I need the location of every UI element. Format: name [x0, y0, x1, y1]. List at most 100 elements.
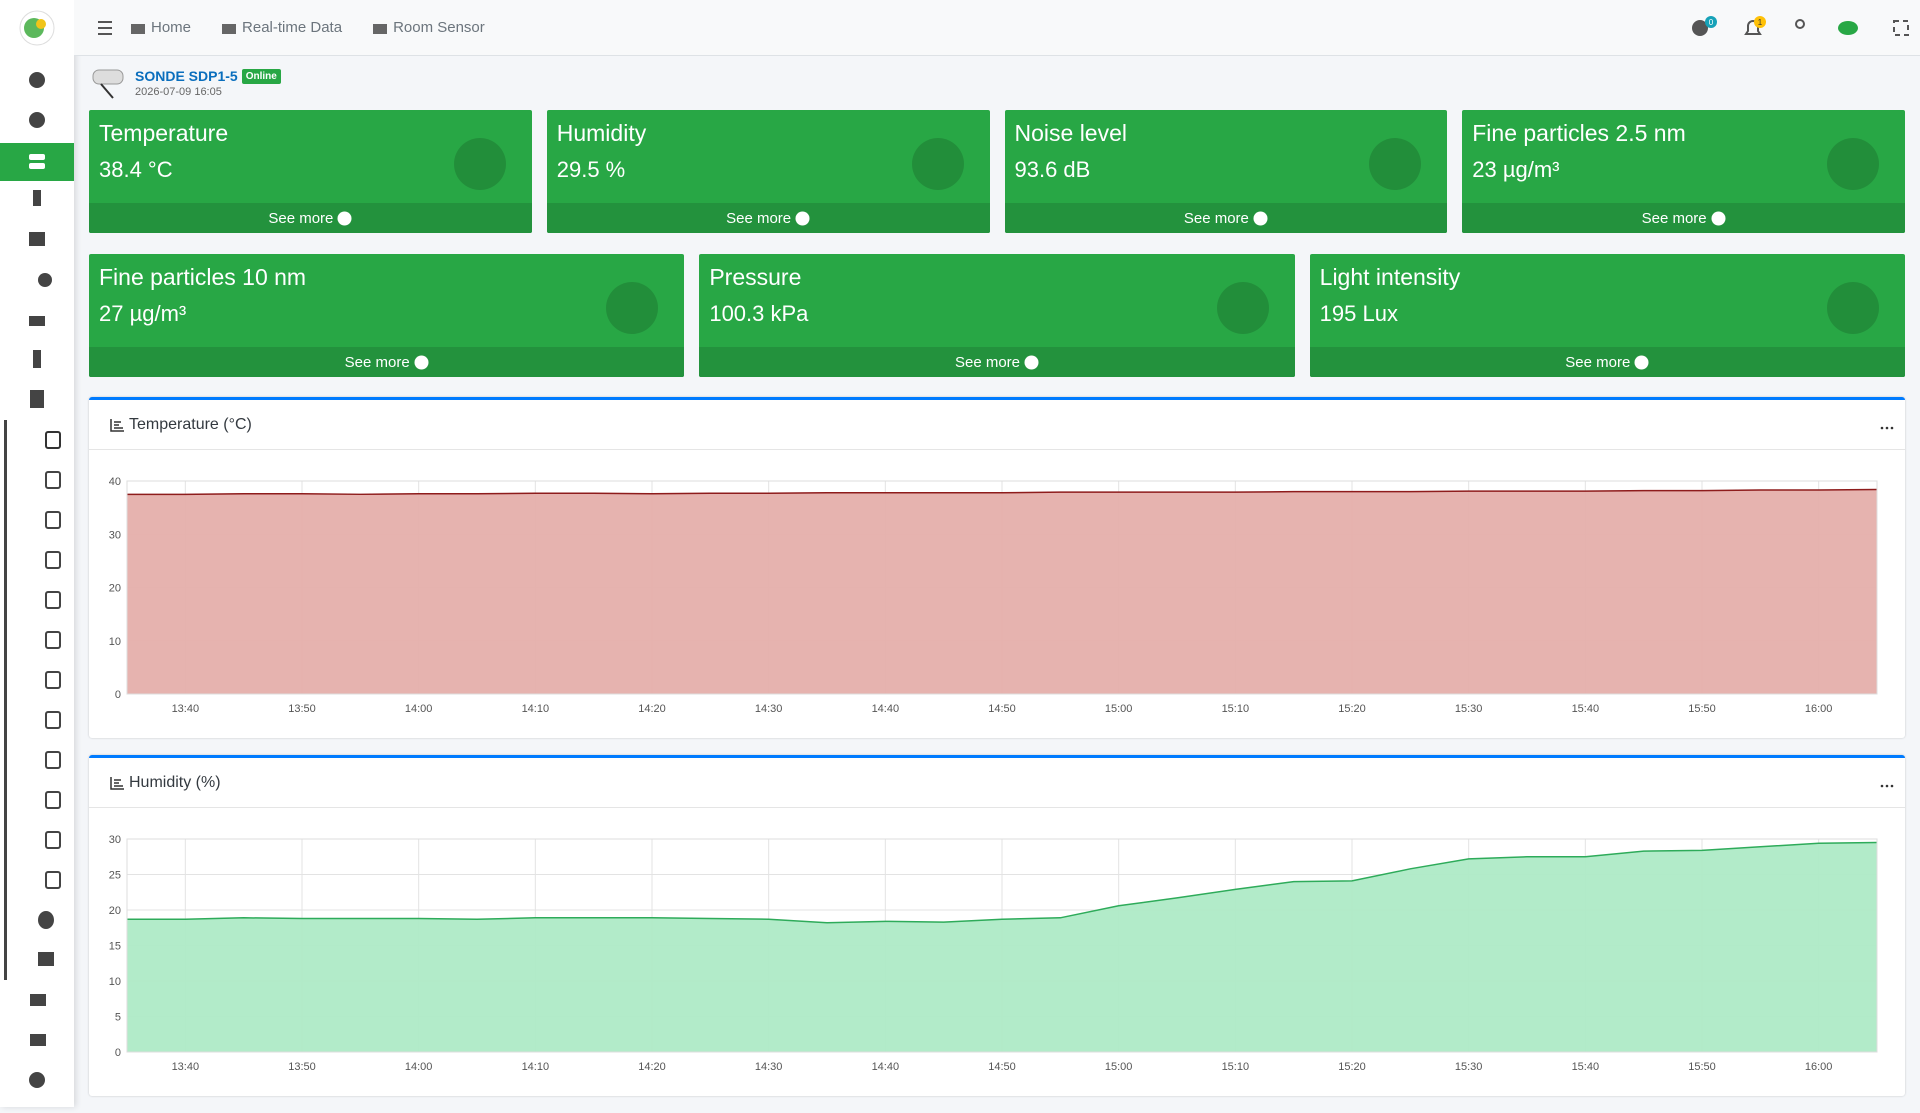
icon-shape: [414, 355, 429, 369]
x-tick-label: 14:30: [755, 703, 783, 715]
see-more[interactable]: See more: [1641, 209, 1707, 227]
chart-header: Temperature (°C): [89, 400, 1905, 450]
icon-shape: [1216, 282, 1269, 334]
nav-item[interactable]: Home: [130, 19, 191, 36]
chart-menu[interactable]: [1879, 782, 1895, 790]
see-more[interactable]: See more: [1183, 209, 1249, 227]
stat-card: Noise level 93.6 dB See more: [1004, 110, 1448, 233]
y-tick-label: 10: [109, 636, 121, 648]
device-image: [92, 69, 124, 99]
menu-icons: [4, 72, 61, 1088]
x-tick-label: 15:30: [1455, 703, 1483, 715]
card-value: 93.6 dB: [1014, 157, 1091, 182]
icon-shape: [1827, 138, 1879, 190]
icon-shape: [373, 23, 388, 34]
card-footer[interactable]: See more: [89, 203, 532, 233]
fullscreen[interactable]: [1893, 20, 1909, 36]
sidebar: [0, 0, 74, 1107]
chart-menu[interactable]: [1879, 424, 1895, 432]
plot-border: [126, 838, 1878, 1053]
arrow-icon: [1711, 211, 1726, 225]
card-footer[interactable]: See more: [546, 203, 990, 233]
nav-item[interactable]: Real-time Data: [221, 19, 342, 36]
x-tick-label: 14:50: [988, 1061, 1016, 1073]
x-tick-label: 15:10: [1222, 1061, 1250, 1073]
sidebar-icons: [0, 10, 74, 1088]
icon-shape: [337, 211, 352, 225]
dot: [1885, 784, 1889, 788]
badge: [1705, 16, 1717, 28]
card-value: 195 Lux: [1319, 301, 1398, 326]
icon-shape: [110, 776, 124, 790]
breadcrumb: Home Real-time Data Room Sensor: [130, 19, 515, 36]
x-tick-label: 14:00: [405, 1061, 433, 1073]
content: SONDE SDP1-5 Online 2026-07-09 16:05 Tem…: [89, 56, 1905, 1113]
dot: [1885, 426, 1889, 430]
chart-panel: Temperature (°C) 0 10 20 30 40 13:40 13:50 14:00…: [89, 397, 1905, 738]
dot: [1890, 426, 1894, 430]
card-title: Fine particles 2.5 nm: [1472, 120, 1686, 146]
device-info: SONDE SDP1-5 Online 2026-07-09 16:05: [135, 68, 281, 98]
icon-shape: [1253, 211, 1268, 225]
see-more[interactable]: See more: [1565, 353, 1631, 371]
nav-label: Real-time Data: [242, 19, 343, 36]
bell[interactable]: [1744, 20, 1762, 35]
card-footer[interactable]: See more: [1004, 203, 1448, 233]
nav-item[interactable]: Room Sensor: [372, 19, 485, 36]
x-tick-label: 14:50: [988, 703, 1016, 715]
card-icon: [1827, 138, 1879, 190]
x-tick-label: 13:40: [172, 703, 200, 715]
icon-shape: [1711, 211, 1726, 225]
card-icon: [453, 138, 506, 190]
card-row: Temperature 38.4 °C See more Humidity 29.5 %…: [89, 110, 1905, 233]
card-title: Noise level: [1014, 120, 1128, 146]
line: [127, 841, 1878, 924]
nav-icon: [373, 23, 388, 34]
device-name: SONDE SDP1-5: [135, 68, 238, 84]
see-more[interactable]: See more: [726, 209, 792, 227]
x-tick-label: 14:40: [872, 1061, 900, 1073]
badge: [1754, 16, 1766, 28]
card-footer[interactable]: See more: [1309, 347, 1905, 377]
card-footer[interactable]: See more: [1462, 203, 1905, 233]
y-tick-label: 5: [115, 1012, 121, 1024]
cloud[interactable]: [1838, 21, 1858, 35]
icon[interactable]: [1692, 20, 1708, 36]
x-tick-label: 16:00: [1805, 1061, 1833, 1073]
x-tick-label: 15:10: [1222, 703, 1250, 715]
user[interactable]: [1795, 19, 1805, 29]
active-menu[interactable]: [0, 143, 74, 181]
x-tick-label: 15:20: [1338, 703, 1366, 715]
stat-card: Pressure 100.3 kPa See more: [699, 254, 1295, 377]
arrow-icon: [414, 355, 429, 369]
badge-text: 1: [1758, 18, 1763, 27]
see-more[interactable]: See more: [268, 209, 334, 227]
icon-shape: [795, 211, 810, 225]
chart: 0 10 20 30 40 13:40 13:50 14:00 14:10 14:20 14:30 1…: [109, 476, 1878, 715]
y-tick-label: 0: [115, 689, 121, 701]
nav-icon: [131, 23, 145, 34]
x-tick-label: 13:50: [288, 703, 316, 715]
x-tick-label: 14:00: [405, 703, 433, 715]
icon-shape: [131, 23, 145, 34]
x-tick-label: 13:40: [172, 1061, 200, 1073]
area-fill: [127, 842, 1877, 1052]
nav-label: Room Sensor: [393, 19, 485, 36]
icon-shape: [606, 282, 659, 334]
stat-card: Fine particles 2.5 nm 23 µg/m³ See more: [1462, 110, 1905, 233]
card-footer[interactable]: See more: [89, 347, 685, 377]
plot-border: [126, 480, 1878, 695]
card-value: 29.5 %: [556, 157, 626, 182]
icon-shape: [1369, 138, 1422, 190]
x-tick-label: 16:00: [1805, 703, 1833, 715]
card-value: 100.3 kPa: [709, 301, 809, 326]
charts: Temperature (°C) 0 10 20 30 40 13:40 13:50 14:00…: [89, 397, 1905, 1096]
card-footer[interactable]: See more: [699, 347, 1295, 377]
menu-toggle[interactable]: [74, 0, 130, 56]
see-more[interactable]: See more: [954, 353, 1021, 371]
card-title: Light intensity: [1319, 264, 1461, 290]
card-icon: [1826, 282, 1879, 334]
see-more[interactable]: See more: [344, 353, 410, 371]
card-icon: [1216, 282, 1269, 334]
x-tick-label: 14:30: [755, 1061, 783, 1073]
